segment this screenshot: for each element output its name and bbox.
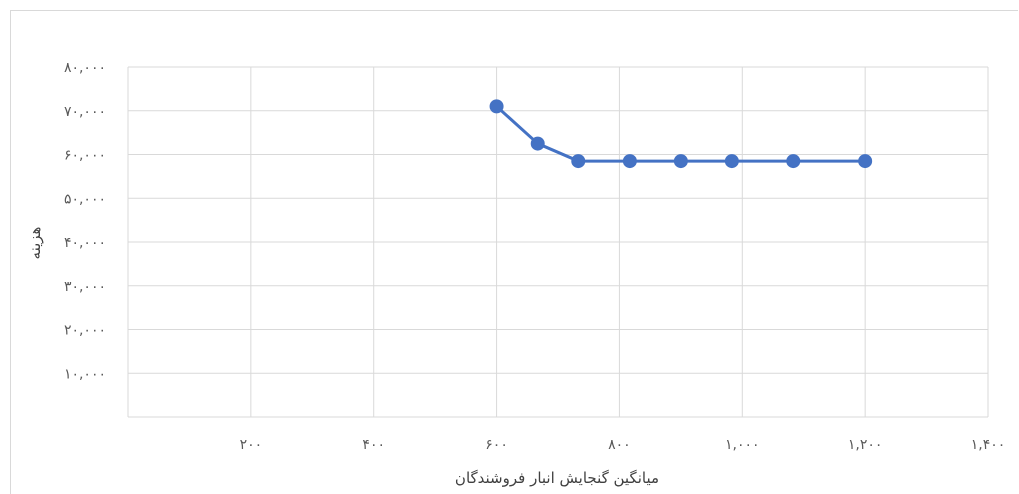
y-tick-label: ۱۰,۰۰۰ [64, 366, 106, 382]
x-tick-label: ۸۰۰ [608, 437, 631, 453]
data-point [673, 154, 688, 169]
x-tick-label: ۶۰۰ [485, 437, 508, 453]
y-tick-label: ۷۰,۰۰۰ [64, 104, 106, 120]
x-tick-label: ۲۰۰ [240, 437, 263, 453]
chart-frame [10, 10, 1018, 494]
data-point [571, 154, 586, 169]
data-point [786, 154, 801, 169]
y-tick-label: ۶۰,۰۰۰ [64, 148, 106, 164]
series-line [495, 105, 866, 163]
x-tick-label: ۱,۰۰۰ [725, 437, 760, 453]
y-axis-title: هزینه [26, 226, 44, 259]
data-point [858, 154, 873, 169]
x-tick-labels: ۲۰۰ ۴۰۰ ۶۰۰ ۸۰۰ ۱,۰۰۰ ۱,۲۰۰ ۱,۴۰۰ [240, 437, 1006, 453]
y-tick-label: ۵۰,۰۰۰ [64, 191, 106, 207]
y-tick-label: ۳۰,۰۰۰ [64, 279, 106, 295]
gridlines [128, 66, 989, 417]
y-tick-label: ۸۰,۰۰۰ [64, 60, 106, 76]
data-point [489, 99, 504, 114]
series [489, 99, 873, 169]
data-point [530, 136, 545, 151]
x-axis-title: میانگین گنجایش انبار فروشندگان [455, 469, 659, 487]
x-tick-label: ۴۰۰ [362, 437, 385, 453]
x-tick-label: ۱,۴۰۰ [971, 437, 1006, 453]
data-point [724, 154, 739, 169]
y-tick-label: ۲۰,۰۰۰ [64, 323, 106, 339]
data-point [622, 154, 637, 169]
x-tick-label: ۱,۲۰۰ [848, 437, 883, 453]
y-tick-labels: ۱۰,۰۰۰ ۲۰,۰۰۰ ۳۰,۰۰۰ ۴۰,۰۰۰ ۵۰,۰۰۰ ۶۰,۰۰۰ ۷۰,۰… [64, 60, 106, 382]
axes [127, 67, 988, 418]
y-tick-label: ۴۰,۰۰۰ [64, 235, 106, 251]
